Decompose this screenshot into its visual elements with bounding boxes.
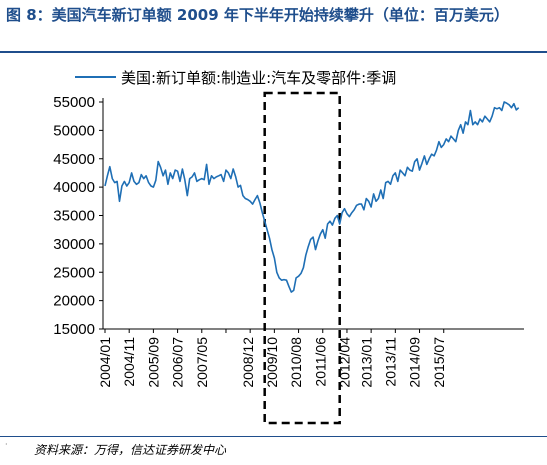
x-tick-label: 2009/10: [264, 337, 280, 388]
series-line: [104, 101, 520, 293]
x-tick-label: 2006/07: [170, 337, 186, 388]
x-tick-label: 2013/01: [358, 337, 374, 388]
x-tick-label: 2014/09: [407, 337, 423, 388]
x-tick-label: 2010/08: [288, 337, 304, 388]
new-orders-line-chart: 15000 20000 25000 30000 35000 40000 45000 50000…: [53, 69, 524, 425]
x-tick-label: 2005/09: [145, 337, 161, 388]
y-tick-label: 55000: [53, 94, 95, 111]
x-tick-label: 2015/07: [431, 337, 447, 388]
y-tick-label: 25000: [53, 264, 95, 281]
y-tick-label: 45000: [53, 151, 95, 168]
y-tick-label: 50000: [53, 122, 95, 139]
bullet-dot: ·: [5, 440, 8, 449]
source-note: 资料来源：万得，信达证券研发中心: [34, 443, 227, 457]
y-tick-label: 35000: [53, 208, 95, 225]
legend-label: 美国:新订单额:制造业:汽车及零部件:季调: [121, 69, 396, 87]
x-tick-label: 2004/11: [121, 337, 137, 387]
source-divider: [0, 436, 547, 437]
title-divider: [0, 51, 547, 53]
highlight-box: [263, 91, 341, 425]
y-tick-label: 40000: [53, 179, 95, 196]
x-tick-label: 2007/05: [194, 337, 210, 388]
y-tick-label: 15000: [53, 321, 95, 338]
figure-title: 图 8：美国汽车新订单额 2009 年下半年开始持续攀升（单位：百万美元）: [6, 6, 509, 24]
y-tick-label: 20000: [53, 293, 95, 310]
x-tick-label: 2004/01: [97, 337, 113, 388]
y-tick-label: 30000: [53, 236, 95, 253]
x-tick-label: 2011/06: [312, 337, 328, 387]
x-tick-label: 2008/12: [240, 337, 256, 388]
x-tick-label: 2013/11: [383, 337, 399, 387]
